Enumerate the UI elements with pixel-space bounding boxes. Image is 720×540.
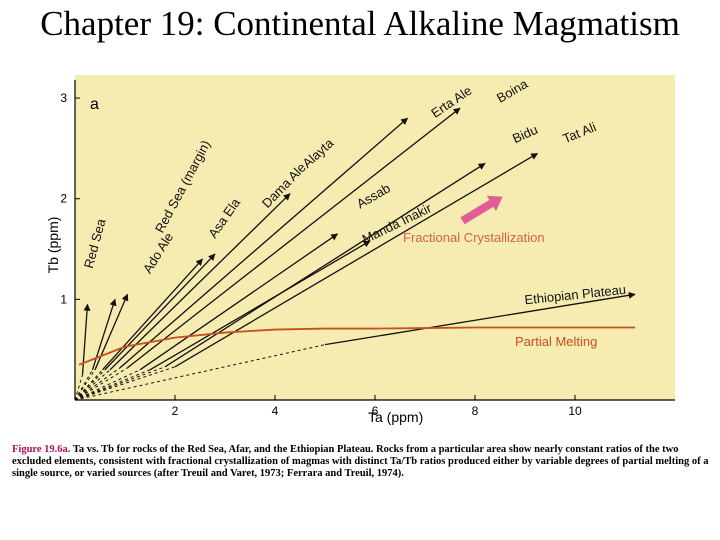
y-tick-label: 1 (60, 292, 67, 306)
trend-assab (139, 233, 339, 371)
x-axis-label: Ta (ppm) (368, 409, 423, 425)
panel-label: a (90, 96, 99, 113)
trend-boina (127, 107, 461, 369)
y-tick-label: 2 (60, 192, 67, 206)
slide-title: Chapter 19: Continental Alkaline Magmati… (40, 4, 680, 43)
trend-dama-ale (104, 253, 216, 371)
trend-asa-ela (102, 258, 203, 371)
trend-ethiopian-plateau-dashed (74, 344, 326, 401)
trend-bidu-dashed (74, 366, 166, 401)
x-tick-label: 8 (472, 404, 479, 418)
y-axis-label: Tb (ppm) (45, 217, 61, 274)
figure-caption: Figure 19.6a. Ta vs. Tb for rocks of the… (12, 444, 712, 480)
trend-manda-inakir (149, 240, 371, 371)
partial-melting-curve (78, 326, 635, 366)
figure-caption-label: Figure 19.6a. (12, 444, 71, 455)
trend-dama-ale-dashed (74, 369, 106, 401)
trend-alayta (109, 193, 291, 371)
x-tick-label: 4 (272, 404, 279, 418)
trend-boina-dashed (74, 367, 128, 401)
figure-caption-text: Ta vs. Tb for rocks of the Red Sea, Afar… (12, 444, 709, 479)
x-tick-label: 10 (568, 404, 582, 418)
x-tick-label: 6 (372, 404, 379, 418)
trend-red-sea-dashed (74, 374, 83, 401)
fractional-crystallization-label: Fractional Crystallization (403, 230, 545, 245)
trend-ethiopian-plateau (324, 291, 636, 346)
y-tick-label: 3 (60, 91, 67, 105)
trend-erta-ale (119, 117, 409, 369)
trend-ado-ale-dashed (74, 369, 96, 401)
trend-alayta-dashed (74, 369, 111, 401)
fractional-crystallization-arrow (460, 195, 503, 225)
x-tick-label: 2 (172, 404, 179, 418)
partial-melting-label: Partial Melting (515, 334, 597, 349)
